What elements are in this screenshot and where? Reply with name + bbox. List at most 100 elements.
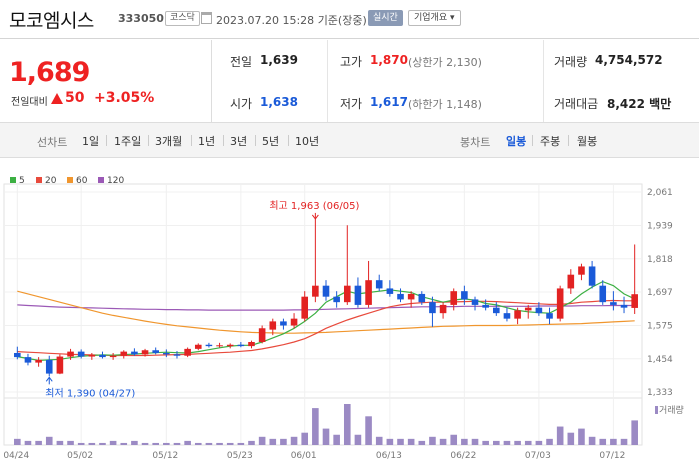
candle-body <box>386 288 394 294</box>
period-5y[interactable]: 5년 <box>262 135 280 148</box>
candle-body <box>45 359 53 374</box>
realtime-button[interactable]: 실시간 <box>368 10 403 26</box>
amount-label: 거래대금 <box>554 97 599 111</box>
volume-bar <box>290 436 298 445</box>
candle-chart-label: 봉차트 <box>460 136 491 149</box>
up-triangle-icon <box>51 93 63 104</box>
candle-body <box>567 274 575 289</box>
candle-body <box>429 302 436 314</box>
candle-body <box>610 302 617 305</box>
candle-body <box>343 285 351 303</box>
volume-bar <box>205 442 213 445</box>
candle-body <box>471 299 479 305</box>
divider <box>568 135 569 146</box>
candle-body <box>450 291 458 305</box>
candle-body <box>131 351 138 355</box>
period-1y[interactable]: 1년 <box>198 135 216 148</box>
volume-bar <box>567 432 575 445</box>
upper-limit: (상한가 2,130) <box>408 56 482 69</box>
candle-body <box>173 354 181 356</box>
volume-bar <box>248 440 255 445</box>
volume-bar <box>67 440 74 445</box>
prev-close-value: 1,639 <box>260 53 298 67</box>
candle-body <box>258 328 266 342</box>
high-value: 1,870 <box>370 53 408 67</box>
volume-bar <box>99 442 106 445</box>
low-label: 저가 <box>340 97 363 111</box>
volume-bar <box>163 442 170 445</box>
candle-body <box>556 288 564 319</box>
legend-ma120: 120 <box>98 176 124 186</box>
volume-bar <box>620 438 628 445</box>
period-10y[interactable]: 10년 <box>295 135 320 148</box>
company-info-label: 기업개요 <box>414 13 448 23</box>
company-info-button[interactable]: 기업개요 ▾ <box>408 10 461 26</box>
divider <box>191 135 192 146</box>
x-tick-label: 05/02 <box>67 451 93 461</box>
candle-body <box>407 293 415 300</box>
volume-value: 4,754,572 <box>595 53 663 67</box>
datetime: 2023.07.20 15:28 기준(장중) <box>216 12 367 28</box>
legend-label: 60 <box>76 176 88 186</box>
legend-label: 20 <box>45 176 57 186</box>
volume-bar <box>77 442 85 445</box>
volume-bar <box>45 436 53 445</box>
volume-bar <box>418 440 426 445</box>
high-arrow-head <box>311 214 319 220</box>
x-tick-label: 06/22 <box>450 451 476 461</box>
volume-bar <box>461 438 468 445</box>
high-annotation: 최고 1,963 (06/05) <box>269 200 359 212</box>
candle-body <box>184 348 191 356</box>
amount-unit: 백만 <box>649 97 672 111</box>
y-tick-label: 1,939 <box>647 222 673 232</box>
line-chart-label: 선차트 <box>37 136 68 149</box>
volume-bar <box>56 440 64 445</box>
volume-bar <box>312 408 319 445</box>
candle-body <box>280 321 287 326</box>
volume-bar <box>471 438 479 445</box>
candle-body <box>365 280 372 305</box>
volume-bar <box>524 440 532 445</box>
volume-bar <box>375 436 383 445</box>
volume-bar <box>184 440 191 445</box>
volume-bar <box>35 440 42 445</box>
x-tick-label: 07/12 <box>599 451 625 461</box>
volume-bar <box>258 436 266 445</box>
candle-body <box>109 355 117 358</box>
legend-swatch <box>98 177 104 183</box>
low-value: 1,617 <box>370 95 408 109</box>
candle-body <box>461 291 468 300</box>
period-1d[interactable]: 1일 <box>82 135 100 148</box>
volume-bar <box>141 442 149 445</box>
low-annotation: 최저 1,390 (04/27) <box>45 387 135 399</box>
candle-body <box>290 318 298 326</box>
y-tick-label: 1,818 <box>647 255 673 265</box>
volume-bar <box>301 432 309 445</box>
y-tick-label: 2,061 <box>647 188 673 198</box>
volume-legend-swatch <box>655 406 658 414</box>
x-tick-label: 04/24 <box>3 451 29 461</box>
volume-bar <box>610 438 617 445</box>
y-tick-label: 1,575 <box>647 322 673 332</box>
candlestick-chart[interactable]: 2,061 1,939 1,818 1,697 1,575 1,454 1,333 04/24… <box>0 182 699 467</box>
candle-body <box>439 304 447 314</box>
candle-daily[interactable]: 일봉 <box>506 135 527 148</box>
volume-bar <box>269 438 277 445</box>
candle-monthly[interactable]: 월봉 <box>577 135 598 148</box>
volume-bar <box>152 442 159 445</box>
candle-body <box>546 313 553 319</box>
period-3y[interactable]: 3년 <box>230 135 248 148</box>
candle-body <box>599 285 607 303</box>
period-3m[interactable]: 3개월 <box>155 135 183 148</box>
candle-body <box>194 344 202 349</box>
candle-body <box>141 350 149 355</box>
ma5-line <box>17 280 635 362</box>
divider <box>148 135 149 146</box>
candle-body <box>312 285 319 297</box>
candle-body <box>493 307 500 314</box>
volume-bar <box>88 442 96 445</box>
candle-weekly[interactable]: 주봉 <box>540 135 561 148</box>
period-1w[interactable]: 1주일 <box>114 135 142 148</box>
market-badge: 코스닥 <box>165 11 200 26</box>
lower-limit: (하한가 1,148) <box>408 98 482 111</box>
